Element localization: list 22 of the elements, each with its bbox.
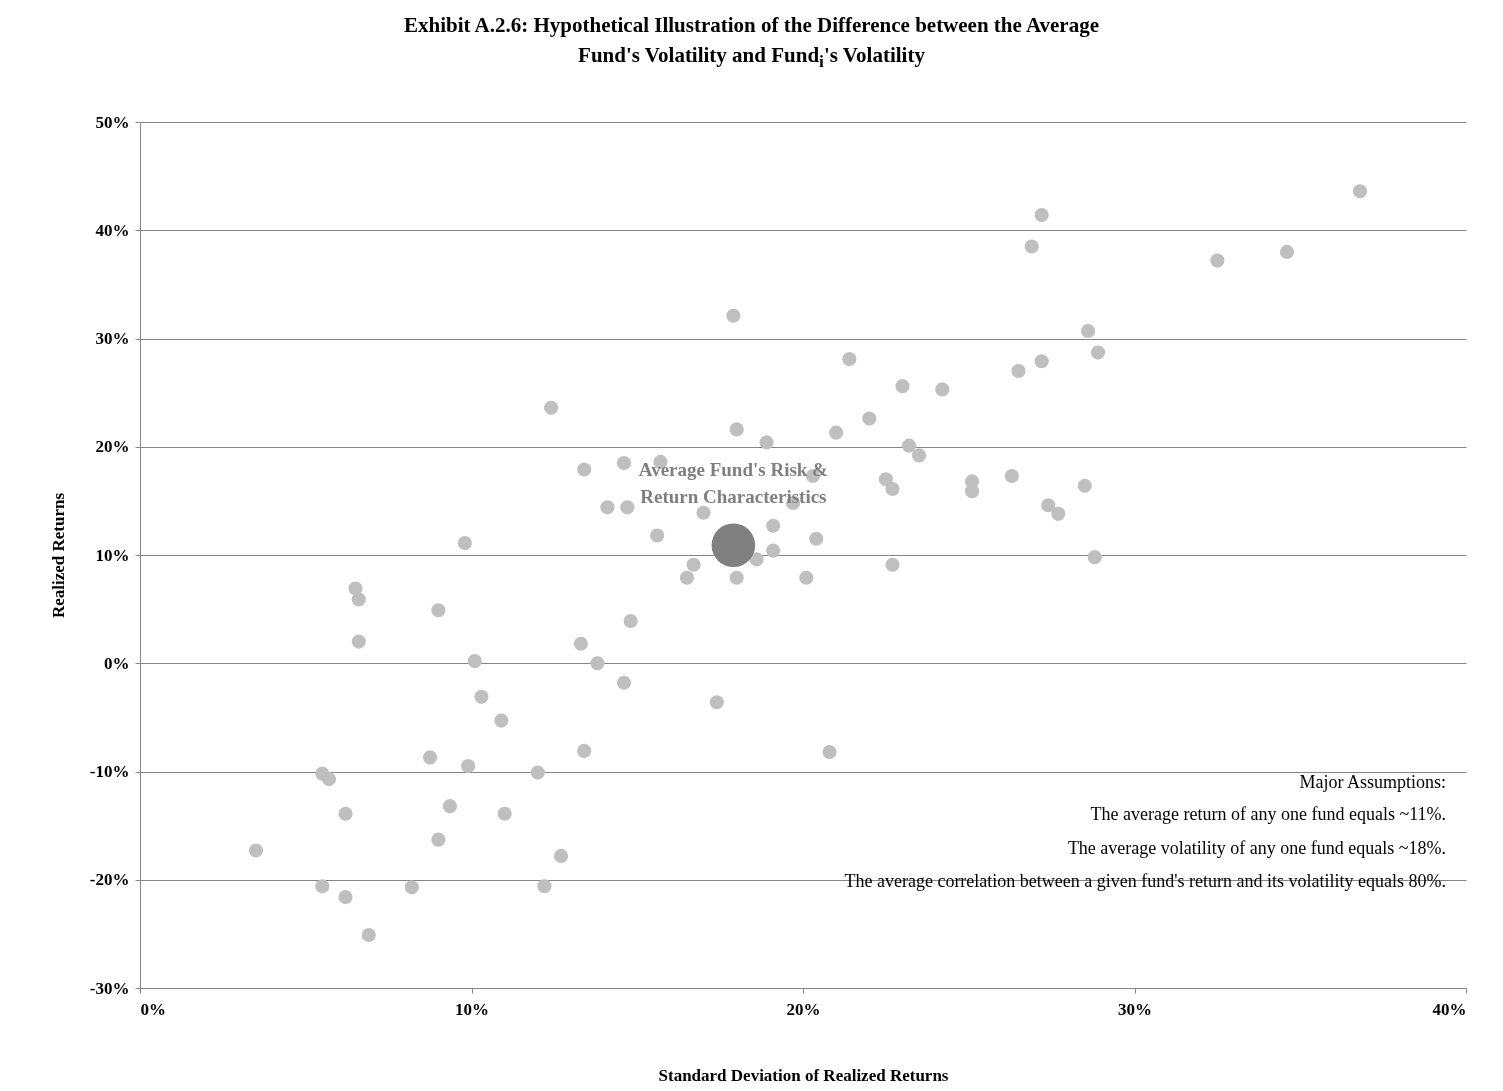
x-tick-label: 10% [455,999,489,1019]
x-tick-label: 30% [1118,999,1152,1019]
y-tick-label: 50% [95,112,130,132]
y-tick-label: -10% [89,762,130,781]
x-axis-title: Standard Deviation of Realized Returns [658,1065,949,1085]
x-tick-label: 0% [140,999,166,1019]
annotation: Average Fund's Risk & Return Characteristics [638,459,828,508]
chart-title: Exhibit A.2.6: Hypothetical Illustration of the Difference between the Average Fund's Volatility and Fund$_{i}$'s Volatility [402,12,1100,74]
annotation: The average return of any one fund equals ~11%. [1090,804,1446,824]
y-tick-label: -20% [89,870,130,890]
x-tick-label: 40% [1432,999,1467,1019]
annotation: The average correlation between a given fund's return and its volatility equals 80%. [844,871,1446,891]
y-tick-label: 10% [95,545,130,565]
y-tick-label: 30% [95,329,130,348]
y-tick-label: 0% [104,653,130,673]
x-tick-label: 20% [786,999,821,1019]
y-axis-title: Realized Returns [48,492,68,619]
y-tick-label: 20% [95,437,130,457]
annotation: Major Assumptions: [1299,772,1446,792]
annotation: The average volatility of any one fund equals ~18%. [1067,838,1446,858]
y-tick-label: -30% [89,978,130,998]
y-tick-label: 40% [95,220,130,240]
